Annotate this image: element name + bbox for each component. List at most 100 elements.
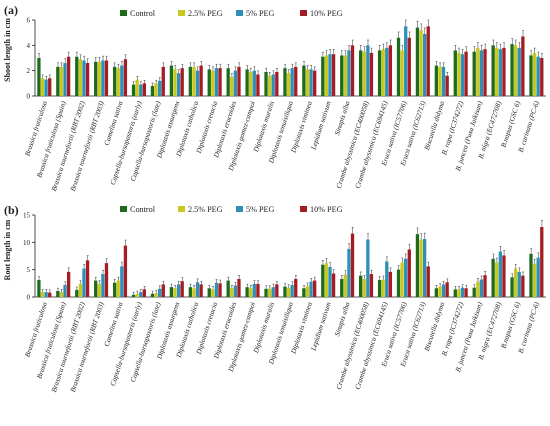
bar: [245, 69, 249, 96]
y-tick-label: 10: [23, 239, 31, 247]
bar: [75, 289, 79, 297]
legend-swatch: [236, 206, 243, 212]
bar: [502, 255, 506, 297]
bar: [75, 56, 79, 96]
bar: [495, 262, 499, 297]
bar: [415, 27, 420, 97]
legend-label: Control: [130, 205, 156, 214]
bar: [464, 288, 468, 297]
bar: [328, 54, 332, 96]
bar: [271, 287, 275, 297]
x-tick-label: B.napus (GSC 6): [499, 301, 522, 350]
bar: [419, 239, 423, 297]
bar: [438, 66, 442, 96]
y-tick-label: 15: [23, 212, 31, 220]
bar: [445, 282, 449, 297]
bar: [94, 280, 98, 297]
bar: [479, 50, 484, 96]
bar: [286, 73, 291, 96]
bar: [422, 33, 427, 96]
bar: [176, 73, 181, 96]
y-tick-label: 0: [27, 294, 31, 302]
bar: [237, 278, 241, 297]
bar: [82, 60, 86, 96]
y-tick-label: 2: [27, 67, 31, 75]
bar: [532, 263, 537, 297]
bar: [521, 36, 525, 96]
bar: [385, 261, 389, 297]
bar: [324, 263, 329, 297]
bar: [305, 69, 310, 96]
bar: [63, 284, 67, 297]
bar: [267, 75, 272, 96]
bar: [112, 282, 117, 297]
bar: [457, 52, 461, 96]
bar: [66, 271, 71, 297]
bar: [283, 286, 287, 297]
y-axis-title: Root length in cm: [3, 219, 12, 280]
bar: [169, 65, 174, 96]
bar: [422, 239, 427, 297]
bar: [63, 63, 67, 96]
bar: [116, 280, 120, 297]
bar: [37, 280, 41, 297]
bar: [158, 288, 162, 297]
bar: [540, 227, 544, 297]
bar: [256, 74, 260, 96]
bar: [350, 45, 355, 96]
bar: [404, 258, 408, 297]
bar: [540, 58, 544, 96]
bar: [173, 69, 177, 96]
bar: [56, 290, 60, 297]
bar: [366, 239, 370, 297]
bar: [214, 282, 219, 297]
bar: [150, 293, 155, 297]
bar: [457, 289, 461, 297]
x-tick-label: B. carinata (PC-6): [517, 100, 541, 154]
bar: [48, 78, 52, 96]
bar: [331, 273, 336, 297]
bar: [321, 264, 325, 297]
bar: [44, 292, 48, 297]
bar: [123, 59, 128, 96]
bar: [404, 26, 408, 96]
y-axis-title: Shoot length in cm: [3, 18, 12, 82]
bar: [286, 287, 291, 297]
bar: [491, 45, 495, 96]
bar: [180, 281, 184, 297]
bar: [464, 51, 468, 96]
bar: [139, 292, 143, 297]
y-tick-label: 5: [27, 266, 31, 274]
bar: [313, 70, 317, 96]
bar: [131, 84, 136, 96]
bar: [343, 55, 347, 96]
bar: [529, 253, 533, 297]
bar: [369, 52, 374, 96]
bar: [97, 61, 101, 96]
bar: [294, 278, 298, 297]
x-tick-label: Lepidium sativum: [309, 301, 333, 353]
bar: [290, 68, 294, 96]
bar: [419, 30, 423, 97]
bar: [230, 288, 234, 297]
bar: [495, 47, 499, 96]
bar: [192, 66, 196, 96]
bar: [104, 263, 109, 297]
bar: [66, 56, 71, 96]
bar: [199, 65, 203, 96]
bar: [529, 55, 533, 96]
bar: [302, 288, 306, 297]
bar: [161, 66, 165, 96]
bar: [396, 37, 401, 96]
bar: [309, 281, 313, 297]
bar: [491, 258, 495, 297]
bar: [233, 285, 238, 297]
bar: [180, 68, 184, 96]
bar: [532, 52, 537, 96]
bar: [426, 266, 430, 297]
bar: [369, 274, 374, 297]
bar: [264, 71, 268, 96]
bar: [40, 78, 45, 96]
bar: [218, 68, 222, 96]
